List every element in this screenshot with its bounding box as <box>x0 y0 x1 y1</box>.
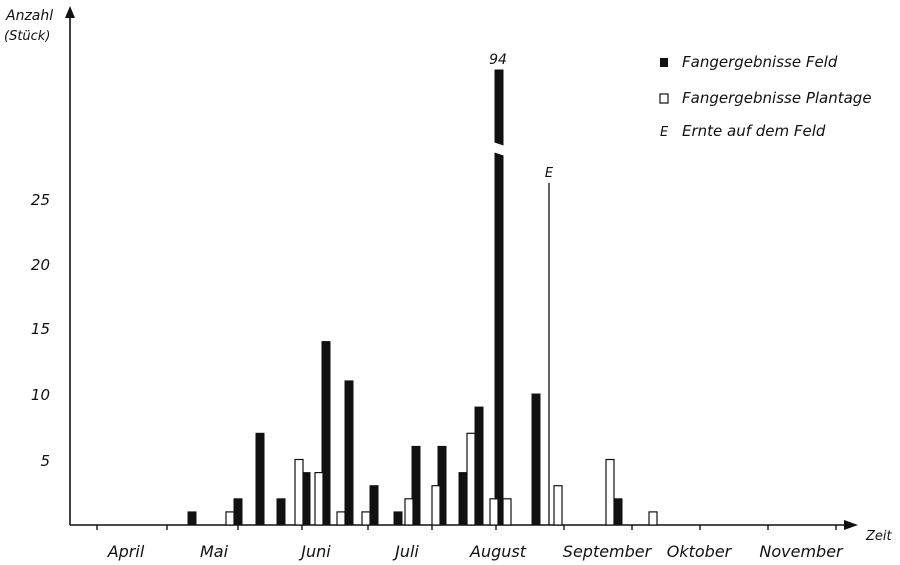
harvest-marker-label: E <box>545 166 554 181</box>
bar-feld <box>393 511 403 526</box>
bar-plantage <box>605 458 615 526</box>
bar-feld <box>369 485 379 526</box>
bar-feld <box>531 393 541 526</box>
x-tick-label-november: November <box>759 542 844 561</box>
bars <box>187 69 658 526</box>
legend-label-feld: Fangergebnisse Feld <box>682 53 838 71</box>
bar-plantage <box>489 498 499 526</box>
y-tick-label: 10 <box>31 386 50 404</box>
axis-break-mark <box>493 142 505 156</box>
x-axis-title: Zeit <box>865 529 893 544</box>
x-tick-label-oktober: Oktober <box>667 542 733 561</box>
x-tick-label-august: August <box>469 542 527 561</box>
bar-feld <box>494 69 504 526</box>
bar-value-label-94: 94 <box>489 52 507 68</box>
bar-feld <box>321 341 331 526</box>
bar-feld <box>233 498 243 526</box>
y-tick-label: 5 <box>40 452 50 470</box>
x-tick-label-juli: Juli <box>392 542 419 561</box>
x-tick-marks <box>96 525 837 530</box>
legend: Fangergebnisse Feld Fangergebnisse Plant… <box>659 53 872 140</box>
y-axis-arrow <box>65 6 75 18</box>
bar-feld <box>411 445 421 526</box>
bar-feld <box>613 498 623 526</box>
x-tick-label-mai: Mai <box>200 542 229 561</box>
bar-feld <box>474 406 484 526</box>
bar-feld <box>276 498 286 526</box>
y-tick-label: 15 <box>31 320 50 338</box>
bar-plantage <box>404 498 414 526</box>
legend-swatch-feld <box>660 58 668 67</box>
bar-feld <box>344 380 354 526</box>
y-axis-title: Anzahl <box>5 8 53 24</box>
bar-plantage <box>502 498 512 526</box>
legend-swatch-plantage <box>659 93 669 104</box>
x-axis-arrow <box>844 520 858 530</box>
y-axis-unit: (Stück) <box>4 29 50 44</box>
bar-feld <box>255 432 265 526</box>
bar-plantage <box>314 472 324 526</box>
y-tick-labels: 5 10 15 20 25 <box>31 191 50 470</box>
bar-plantage <box>225 511 235 526</box>
bar-plantage <box>466 432 476 526</box>
bar-plantage <box>553 485 563 526</box>
x-tick-label-april: April <box>107 542 145 561</box>
bar-feld <box>458 472 468 526</box>
bar-plantage <box>648 511 658 526</box>
bar-plantage <box>361 511 371 526</box>
y-tick-label: 25 <box>31 191 50 209</box>
legend-label-ernte: Ernte auf dem Feld <box>682 122 826 140</box>
bar-plantage <box>336 511 346 526</box>
legend-label-plantage: Fangergebnisse Plantage <box>682 89 872 107</box>
x-tick-labels: April Mai Juni Juli August September Okt… <box>107 542 844 561</box>
y-tick-label: 20 <box>31 256 50 274</box>
x-tick-label-juni: Juni <box>298 542 331 561</box>
legend-marker-ernte: E <box>660 125 669 140</box>
bar-plantage <box>294 458 304 526</box>
bar-plantage <box>431 485 441 526</box>
bar-feld <box>187 511 197 526</box>
x-tick-label-september: September <box>563 542 653 561</box>
